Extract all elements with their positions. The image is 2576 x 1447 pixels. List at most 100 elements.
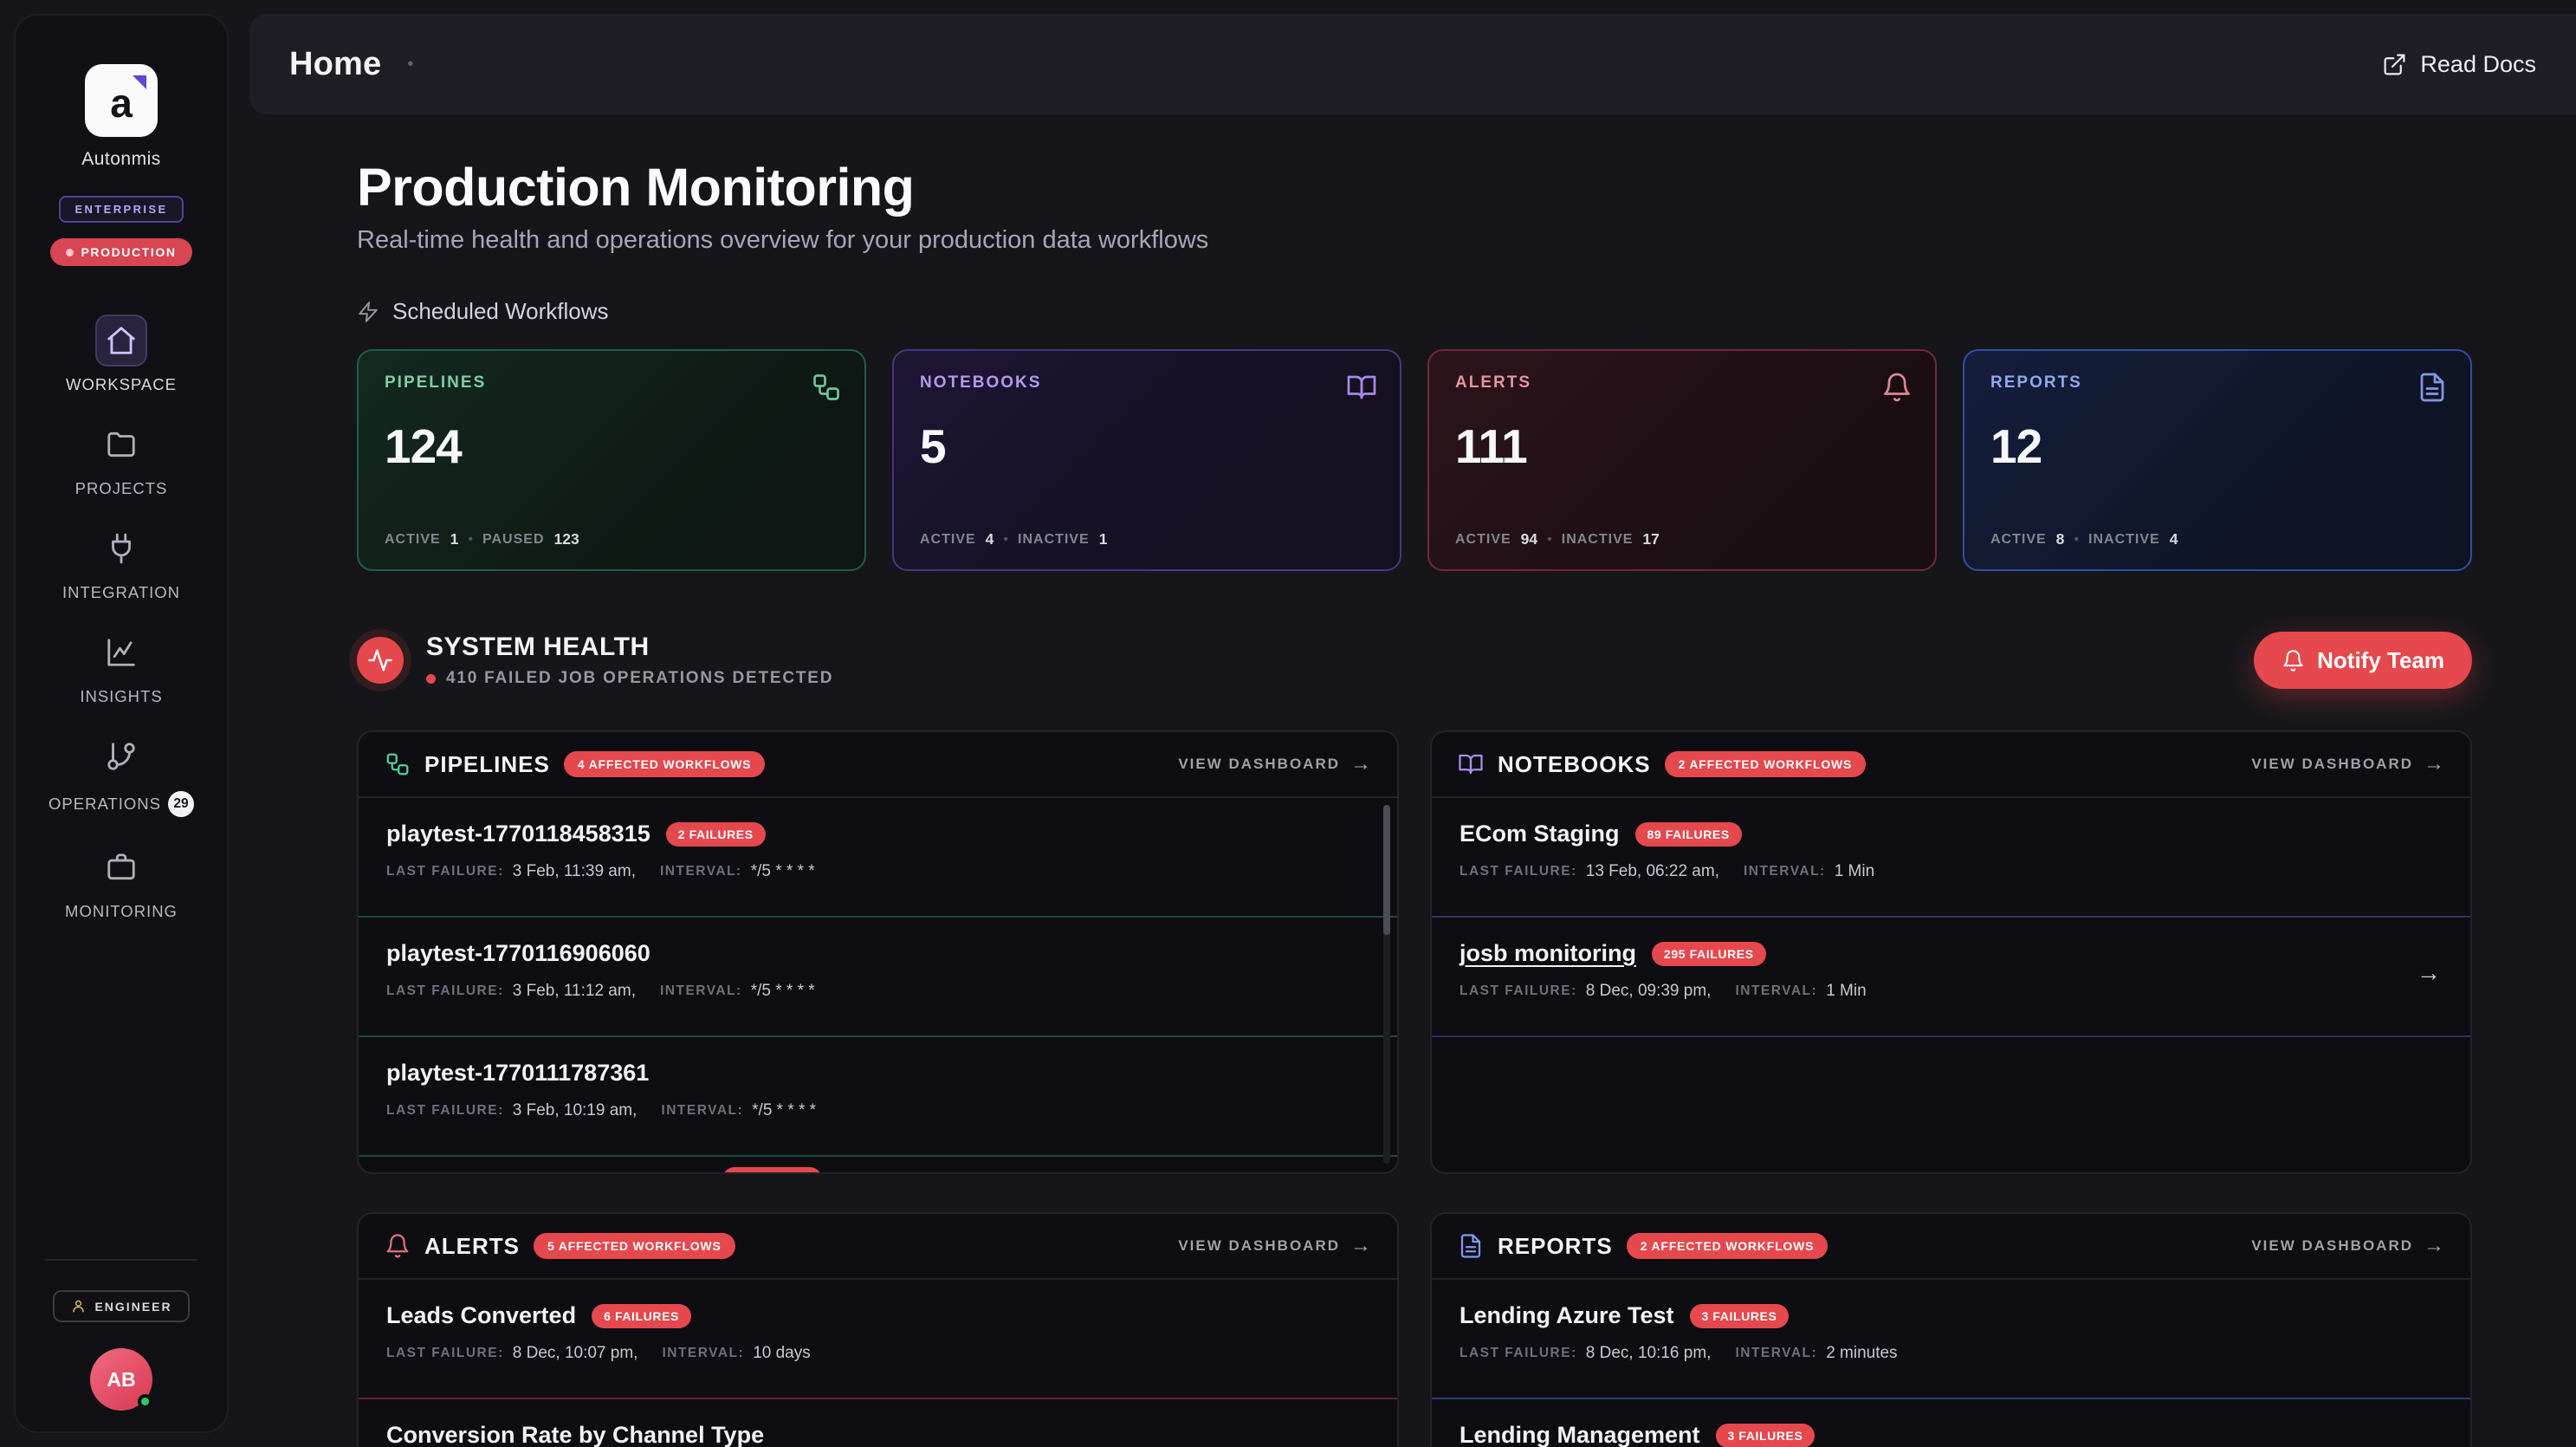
- stat-card-footer: ACTIVE 94 • INACTIVE 17: [1455, 530, 1660, 548]
- page-title: Home: [289, 45, 382, 82]
- breadcrumb-separator: •: [407, 54, 414, 74]
- stat-key: ACTIVE: [920, 531, 976, 547]
- panel-header-left: PIPELINES 4 AFFECTED WORKFLOWS: [385, 751, 766, 778]
- interval-value: 2 minutes: [1826, 1344, 1898, 1363]
- scheduled-workflows: Scheduled Workflows: [357, 298, 2472, 325]
- stat-card-label: ALERTS: [1455, 373, 1531, 393]
- sidebar-item-operations[interactable]: OPERATIONS 29: [49, 730, 194, 817]
- workflow-row[interactable]: playtest-1770116906060 LAST FAILURE: 3 F…: [359, 918, 1397, 1038]
- workflow-row[interactable]: Lending Azure Test 3 FAILURES LAST FAILU…: [1432, 1280, 2470, 1400]
- app-logo[interactable]: a: [85, 64, 158, 137]
- affected-workflows-badge: 2 AFFECTED WORKFLOWS: [1626, 1233, 1828, 1260]
- view-dashboard-link[interactable]: VIEW DASHBOARD →: [1178, 752, 1371, 776]
- stat-card-pipelines[interactable]: PIPELINES 124 ACTIVE 1 • PAUSED 123: [357, 349, 866, 572]
- last-failure-label: LAST FAILURE:: [1460, 864, 1577, 879]
- briefcase-icon: [95, 841, 147, 893]
- sidebar-item-insights[interactable]: INSIGHTS: [80, 626, 162, 706]
- stat-card-reports[interactable]: REPORTS 12 ACTIVE 8 • INACTIVE 4: [1963, 349, 2472, 572]
- interval-value: */5 * * * *: [750, 862, 815, 881]
- workflow-title: Conversion Rate by Channel Type: [386, 1422, 765, 1447]
- book-open-icon: [1346, 372, 1377, 407]
- failures-badge: 3 FAILURES: [1715, 1423, 1815, 1447]
- book-open-icon: [1458, 751, 1484, 777]
- workflow-row[interactable]: Lending Management 3 FAILURES: [1432, 1399, 2470, 1447]
- workflow-row[interactable]: playtest-1770111787361 LAST FAILURE: 3 F…: [359, 1037, 1397, 1158]
- stat-key: PAUSED: [482, 531, 545, 547]
- dot-separator: •: [2074, 531, 2080, 547]
- panel-header-left: REPORTS 2 AFFECTED WORKFLOWS: [1458, 1233, 1828, 1260]
- panel-title: NOTEBOOKS: [1498, 750, 1651, 777]
- last-failure-value: 3 Feb, 11:39 am,: [512, 862, 636, 881]
- stat-key: ACTIVE: [1455, 531, 1511, 547]
- affected-workflows-badge: 4 AFFECTED WORKFLOWS: [563, 751, 766, 778]
- scrollbar-track[interactable]: [1383, 805, 1390, 1165]
- arrow-right-icon: →: [1350, 752, 1371, 776]
- workflow-icon: [385, 751, 411, 777]
- last-failure-value: 3 Feb, 10:19 am,: [512, 1101, 638, 1120]
- workflow-row[interactable]: Leads Converted 6 FAILURES LAST FAILURE:…: [359, 1280, 1397, 1400]
- workflow-title: Lending Management: [1460, 1422, 1700, 1447]
- status-dot: [66, 248, 74, 256]
- role-badge-label: ENGINEER: [94, 1299, 172, 1314]
- interval-value: 1 Min: [1834, 862, 1875, 881]
- nav-label: OPERATIONS: [49, 795, 161, 813]
- scrollbar-thumb[interactable]: [1383, 805, 1390, 936]
- folder-icon: [95, 419, 147, 470]
- failures-badge: 89 FAILURES: [1634, 821, 1742, 847]
- workflow-title: playtest-1770111787361: [386, 1060, 650, 1087]
- avatar[interactable]: AB: [90, 1348, 152, 1411]
- sidebar-item-monitoring[interactable]: MONITORING: [65, 841, 178, 921]
- panel-title: REPORTS: [1498, 1232, 1613, 1259]
- reports-panel: REPORTS 2 AFFECTED WORKFLOWS VIEW DASHBO…: [1430, 1212, 2472, 1447]
- workflow-row[interactable]: 2 FAILURES: [359, 1157, 1397, 1173]
- sidebar-item-workspace[interactable]: WORKSPACE: [66, 315, 177, 394]
- workflow-row[interactable]: ECom Staging 89 FAILURES LAST FAILURE: 1…: [1432, 798, 2470, 918]
- stat-card-value: 111: [1455, 419, 1528, 474]
- workflow-row[interactable]: Conversion Rate by Channel Type: [359, 1399, 1397, 1447]
- line-chart-icon: [95, 626, 147, 678]
- arrow-right-icon: →: [2424, 1234, 2444, 1258]
- last-failure-label: LAST FAILURE:: [386, 1103, 504, 1119]
- interval-label: INTERVAL:: [1743, 864, 1826, 879]
- stat-card-alerts[interactable]: ALERTS 111 ACTIVE 94 • INACTIVE 17: [1427, 349, 1937, 572]
- production-badge[interactable]: PRODUCTION: [50, 238, 192, 266]
- stat-card-footer: ACTIVE 4 • INACTIVE 1: [920, 530, 1107, 548]
- panel-header: ALERTS 5 AFFECTED WORKFLOWS VIEW DASHBOA…: [359, 1214, 1397, 1281]
- workflow-icon: [811, 372, 842, 407]
- interval-label: INTERVAL:: [659, 864, 742, 879]
- stat-value: 4: [2169, 530, 2178, 548]
- sidebar-item-projects[interactable]: PROJECTS: [75, 419, 168, 498]
- workflow-row[interactable]: playtest-1770118458315 2 FAILURES LAST F…: [359, 798, 1397, 918]
- stat-value: 4: [985, 530, 994, 548]
- interval-value: */5 * * * *: [752, 1101, 817, 1120]
- page-heading: Production Monitoring: [357, 158, 915, 217]
- workflow-row[interactable]: josb monitoring 295 FAILURES LAST FAILUR…: [1432, 918, 2470, 1038]
- nav-label: INTEGRATION: [61, 583, 181, 601]
- avatar-initials: AB: [107, 1367, 136, 1391]
- read-docs-link[interactable]: Read Docs: [2382, 51, 2536, 78]
- notebooks-panel: NOTEBOOKS 2 AFFECTED WORKFLOWS VIEW DASH…: [1430, 730, 2472, 1175]
- interval-value: 10 days: [753, 1344, 811, 1363]
- last-failure-label: LAST FAILURE:: [386, 983, 504, 999]
- interval-label: INTERVAL:: [1735, 983, 1818, 999]
- stat-key: ACTIVE: [385, 531, 441, 547]
- affected-workflows-badge: 5 AFFECTED WORKFLOWS: [534, 1233, 735, 1260]
- last-failure-value: 8 Dec, 10:16 pm,: [1585, 1344, 1712, 1363]
- external-link-icon: [2384, 54, 2405, 75]
- view-dashboard-label: VIEW DASHBOARD: [2251, 1237, 2413, 1255]
- view-dashboard-link[interactable]: VIEW DASHBOARD →: [1178, 1234, 1371, 1258]
- stat-value: 17: [1642, 530, 1660, 548]
- sidebar-item-integration[interactable]: INTEGRATION: [62, 522, 180, 602]
- view-dashboard-link[interactable]: VIEW DASHBOARD →: [2251, 752, 2444, 776]
- nav-label: WORKSPACE: [66, 375, 177, 393]
- stat-card-notebooks[interactable]: NOTEBOOKS 5 ACTIVE 4 • INACTIVE 1: [892, 349, 1401, 572]
- system-health-title: SYSTEM HEALTH: [426, 633, 650, 662]
- view-dashboard-link[interactable]: VIEW DASHBOARD →: [2251, 1234, 2444, 1258]
- plug-icon: [95, 522, 147, 574]
- alert-dot: [426, 673, 436, 684]
- stat-value: 123: [553, 530, 579, 548]
- notify-team-button[interactable]: Notify Team: [2254, 632, 2472, 690]
- panel-rows: Leads Converted 6 FAILURES LAST FAILURE:…: [359, 1280, 1397, 1447]
- interval-value: 1 Min: [1826, 982, 1867, 1001]
